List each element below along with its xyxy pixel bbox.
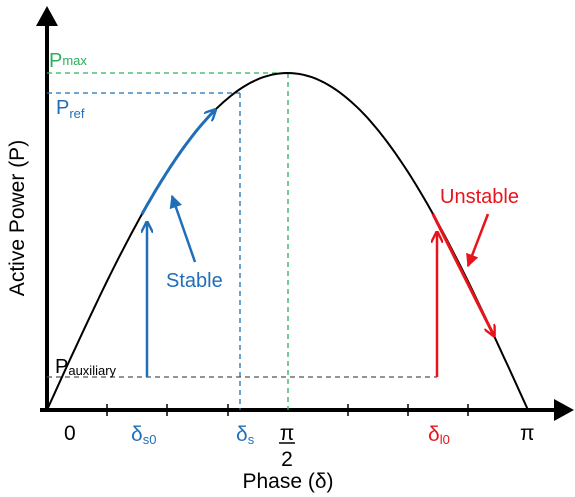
stable-label: Stable [166,270,223,292]
paux-label: Pauxiliary [55,356,117,378]
tick-pi: π [520,422,535,445]
tick-delta-l0: δl0 [428,423,450,447]
unstable-trajectory [431,213,494,336]
unstable-label: Unstable [440,186,519,208]
y-axis-arrow-icon [36,6,58,26]
tick-pi-half: π 2 [279,422,295,471]
stable-pointer-arrow [169,194,197,263]
x-axis-arrow-icon [554,399,574,421]
tick-pi-half-numerator: π [280,422,295,445]
tick-zero: 0 [64,422,76,445]
y-axis-title: Active Power (P) [6,140,29,296]
pmax-label: Pmax [49,50,87,72]
tick-delta-s: δs [236,423,255,447]
power-curve [46,71,529,411]
tick-delta-s0: δs0 [131,423,156,447]
x-axis-title: Phase (δ) [242,470,333,493]
pref-label: Pref [56,97,85,121]
stable-trajectory [140,110,216,215]
tick-pi-half-denominator: 2 [281,448,293,471]
x-tick-marks [106,404,469,416]
unstable-pointer-arrow [466,213,490,268]
